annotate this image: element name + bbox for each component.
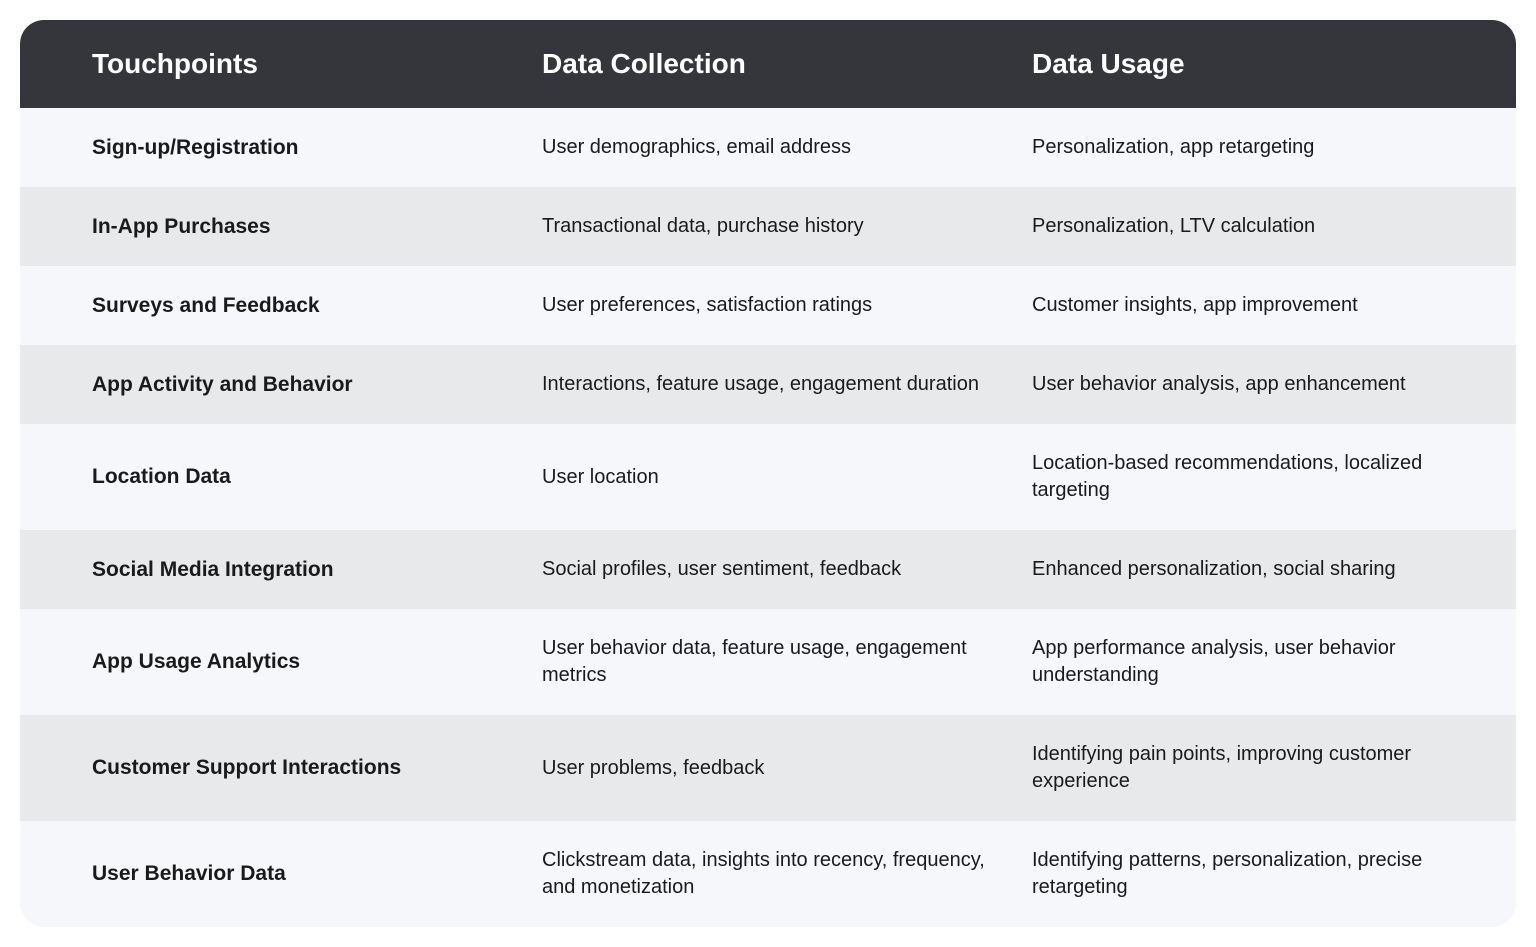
table-row: App Activity and Behavior Interactions, … [20,345,1516,424]
collection-cell: User behavior data, feature usage, engag… [542,635,1032,689]
header-data-collection: Data Collection [542,48,1032,80]
touchpoint-cell: User Behavior Data [92,862,542,886]
table-row: Location Data User location Location-bas… [20,424,1516,530]
usage-cell: Identifying patterns, personalization, p… [1032,847,1516,901]
header-touchpoints: Touchpoints [92,48,542,80]
collection-cell: User preferences, satisfaction ratings [542,292,1032,319]
table-row: Sign-up/Registration User demographics, … [20,108,1516,187]
usage-cell: Customer insights, app improvement [1032,292,1516,319]
touchpoint-cell: Sign-up/Registration [92,136,542,160]
touchpoint-cell: App Usage Analytics [92,650,542,674]
table-row: In-App Purchases Transactional data, pur… [20,187,1516,266]
table-row: Social Media Integration Social profiles… [20,530,1516,609]
collection-cell: User demographics, email address [542,134,1032,161]
collection-cell: User problems, feedback [542,755,1032,782]
usage-cell: Location-based recommendations, localize… [1032,450,1516,504]
touchpoint-cell: App Activity and Behavior [92,373,542,397]
table-row: User Behavior Data Clickstream data, ins… [20,821,1516,927]
table-row: App Usage Analytics User behavior data, … [20,609,1516,715]
table-header-row: Touchpoints Data Collection Data Usage [20,20,1516,108]
usage-cell: User behavior analysis, app enhancement [1032,371,1516,398]
touchpoint-cell: Surveys and Feedback [92,294,542,318]
touchpoint-cell: Customer Support Interactions [92,756,542,780]
data-table: Touchpoints Data Collection Data Usage S… [20,20,1516,927]
usage-cell: Identifying pain points, improving custo… [1032,741,1516,795]
usage-cell: Enhanced personalization, social sharing [1032,556,1516,583]
table-row: Customer Support Interactions User probl… [20,715,1516,821]
header-data-usage: Data Usage [1032,48,1516,80]
collection-cell: Social profiles, user sentiment, feedbac… [542,556,1032,583]
collection-cell: Interactions, feature usage, engagement … [542,371,1032,398]
touchpoint-cell: In-App Purchases [92,215,542,239]
table-row: Surveys and Feedback User preferences, s… [20,266,1516,345]
usage-cell: App performance analysis, user behavior … [1032,635,1516,689]
usage-cell: Personalization, app retargeting [1032,134,1516,161]
touchpoint-cell: Social Media Integration [92,558,542,582]
touchpoint-cell: Location Data [92,465,542,489]
collection-cell: Clickstream data, insights into recency,… [542,847,1032,901]
usage-cell: Personalization, LTV calculation [1032,213,1516,240]
collection-cell: Transactional data, purchase history [542,213,1032,240]
collection-cell: User location [542,464,1032,491]
